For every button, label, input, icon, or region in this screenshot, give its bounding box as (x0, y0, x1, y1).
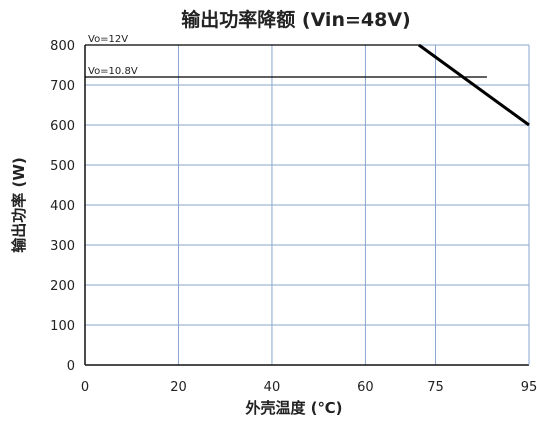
series-label-vo-12v: Vo=12V (88, 34, 128, 45)
chart-title: 输出功率降额 (Vin=48V) (181, 8, 410, 31)
x-tick-labels: 0 20 40 60 75 95 (81, 380, 537, 395)
y-tick-label-300: 300 (50, 239, 75, 254)
y-tick-label-200: 200 (50, 279, 75, 294)
y-axis-title: 输出功率 (W) (10, 157, 28, 252)
x-tick-label-40: 40 (264, 380, 281, 395)
x-tick-label-20: 20 (170, 380, 187, 395)
y-tick-label-500: 500 (50, 159, 75, 174)
y-tick-label-400: 400 (50, 199, 75, 214)
y-tick-label-600: 600 (50, 119, 75, 134)
y-tick-label-700: 700 (50, 79, 75, 94)
x-tick-label-75: 75 (427, 380, 444, 395)
x-tick-label-60: 60 (357, 380, 374, 395)
series-lines (85, 43, 530, 127)
y-tick-label-100: 100 (50, 319, 75, 334)
series-line-vo-12v-derating (418, 43, 530, 127)
y-tick-label-800: 800 (50, 39, 75, 54)
grid (85, 44, 529, 365)
y-tick-label-0: 0 (67, 359, 75, 374)
x-axis-title: 外壳温度 (℃) (244, 399, 342, 417)
axes (84, 45, 530, 366)
series-label-vo-10-8v: Vo=10.8V (88, 66, 138, 77)
y-tick-labels: 0 100 200 300 400 500 600 700 800 (50, 39, 75, 374)
x-tick-label-95: 95 (521, 380, 537, 395)
x-tick-label-0: 0 (81, 380, 89, 395)
series-annotations: Vo=12V Vo=10.8V (88, 34, 138, 77)
